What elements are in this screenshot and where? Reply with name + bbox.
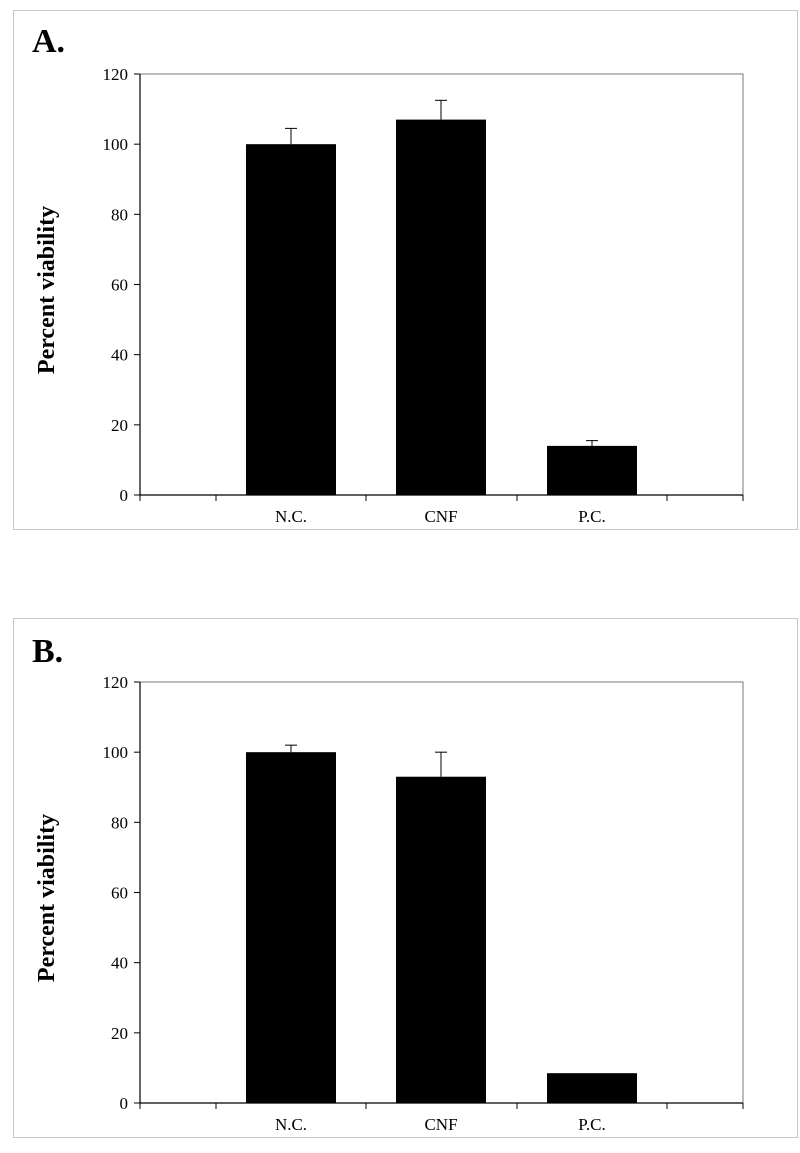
y-tick-label: 120 bbox=[103, 65, 129, 84]
y-axis-label: Percent viability bbox=[34, 814, 60, 982]
panel-label-b: B. bbox=[32, 633, 63, 670]
bar-nc bbox=[246, 752, 336, 1103]
y-tick-label: 20 bbox=[111, 416, 128, 435]
y-tick-label: 100 bbox=[103, 743, 129, 762]
bar-cnf bbox=[396, 119, 486, 495]
x-category-label: P.C. bbox=[578, 1115, 605, 1134]
y-tick-label: 100 bbox=[103, 135, 129, 154]
y-tick-label: 80 bbox=[111, 205, 128, 224]
y-tick-label: 80 bbox=[111, 813, 128, 832]
y-tick-label: 120 bbox=[103, 673, 129, 692]
panel-label-a: A. bbox=[32, 23, 65, 60]
y-tick-label: 40 bbox=[111, 346, 128, 365]
bar-nc bbox=[246, 144, 336, 495]
y-tick-label: 60 bbox=[111, 276, 128, 295]
x-category-label: CNF bbox=[424, 507, 457, 526]
y-tick-label: 40 bbox=[111, 954, 128, 973]
y-axis-label: Percent viability bbox=[34, 206, 60, 374]
x-category-label: P.C. bbox=[578, 507, 605, 526]
bar-cnf bbox=[396, 776, 486, 1103]
y-tick-label: 0 bbox=[120, 486, 129, 505]
x-category-label: N.C. bbox=[275, 507, 307, 526]
x-category-label: N.C. bbox=[275, 1115, 307, 1134]
y-tick-label: 60 bbox=[111, 884, 128, 903]
bar-pc bbox=[547, 445, 637, 495]
y-tick-label: 0 bbox=[120, 1094, 129, 1113]
x-category-label: CNF bbox=[424, 1115, 457, 1134]
y-tick-label: 20 bbox=[111, 1024, 128, 1043]
bar-pc bbox=[547, 1073, 637, 1103]
